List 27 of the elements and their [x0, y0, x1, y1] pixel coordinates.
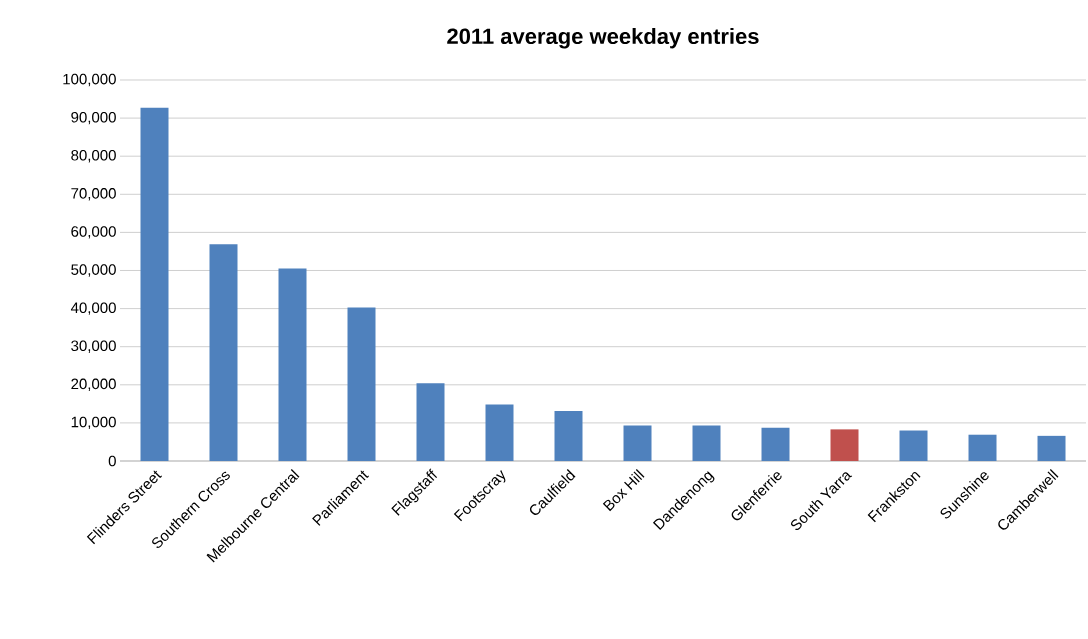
y-tick-label: 20,000 — [71, 378, 116, 391]
bar — [1037, 435, 1066, 461]
bar — [830, 429, 859, 461]
bar — [968, 434, 997, 461]
y-tick-label: 10,000 — [71, 416, 116, 430]
bar — [623, 425, 652, 461]
y-tick-label: 0 — [108, 455, 116, 467]
bar — [209, 244, 238, 461]
y-tick-label: 100,000 — [63, 73, 116, 87]
bar — [140, 107, 169, 461]
y-tick-label: 40,000 — [70, 302, 116, 315]
bar — [278, 268, 307, 461]
x-tick-label: Box Hill — [602, 469, 645, 512]
bar — [416, 383, 445, 461]
y-tick-label: 30,000 — [71, 340, 116, 353]
bar — [692, 425, 721, 461]
bar — [554, 411, 583, 461]
bar — [899, 430, 928, 461]
chart-title: 2011 average weekday entries — [447, 27, 759, 49]
y-tick-label: 90,000 — [71, 111, 116, 125]
y-tick-label: 80,000 — [71, 150, 116, 163]
y-tick-label: 60,000 — [71, 226, 116, 239]
bar — [347, 307, 376, 461]
bar — [485, 404, 514, 461]
y-tick-label: 50,000 — [71, 264, 116, 277]
bar — [761, 427, 790, 461]
y-tick-label: 70,000 — [71, 188, 116, 201]
